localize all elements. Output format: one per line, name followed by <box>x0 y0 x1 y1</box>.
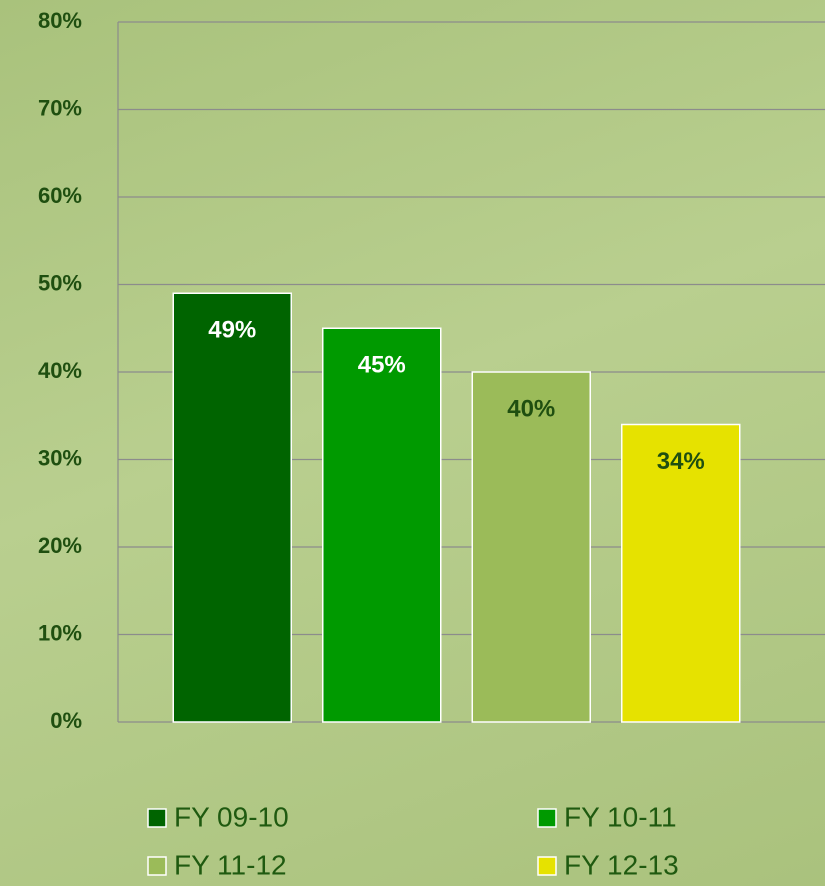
value-label: 34% <box>657 448 705 475</box>
y-tick-label: 10% <box>38 620 82 645</box>
y-tick-label: 0% <box>50 708 82 733</box>
value-label: 49% <box>208 317 256 344</box>
legend-label: FY 11-12 <box>174 849 287 880</box>
legend-swatch <box>538 809 556 827</box>
chart: 0% 10% 20% 30% 40% 50% 60% 70% 80% 49% 45% 40% 34% FY… <box>0 0 825 886</box>
y-tick-label: 20% <box>38 533 82 558</box>
bar <box>323 328 441 722</box>
value-label: 45% <box>358 352 406 379</box>
y-tick-label: 60% <box>38 183 82 208</box>
page: 0% 10% 20% 30% 40% 50% 60% 70% 80% 49% 45% 40% 34% FY… <box>0 0 825 886</box>
legend-label: FY 10-11 <box>564 801 677 832</box>
legend-label: FY 12-13 <box>564 849 679 880</box>
legend-swatch <box>148 809 166 827</box>
y-tick-label: 80% <box>38 8 82 33</box>
legend-label: FY 09-10 <box>174 801 289 832</box>
legend-swatch <box>538 857 556 875</box>
bar <box>472 372 590 722</box>
y-tick-label: 50% <box>38 270 82 295</box>
y-tick-label: 70% <box>38 95 82 120</box>
y-tick-label: 40% <box>38 358 82 383</box>
y-tick-label: 30% <box>38 445 82 470</box>
value-label: 40% <box>507 395 555 422</box>
bar <box>173 293 291 722</box>
legend-swatch <box>148 857 166 875</box>
